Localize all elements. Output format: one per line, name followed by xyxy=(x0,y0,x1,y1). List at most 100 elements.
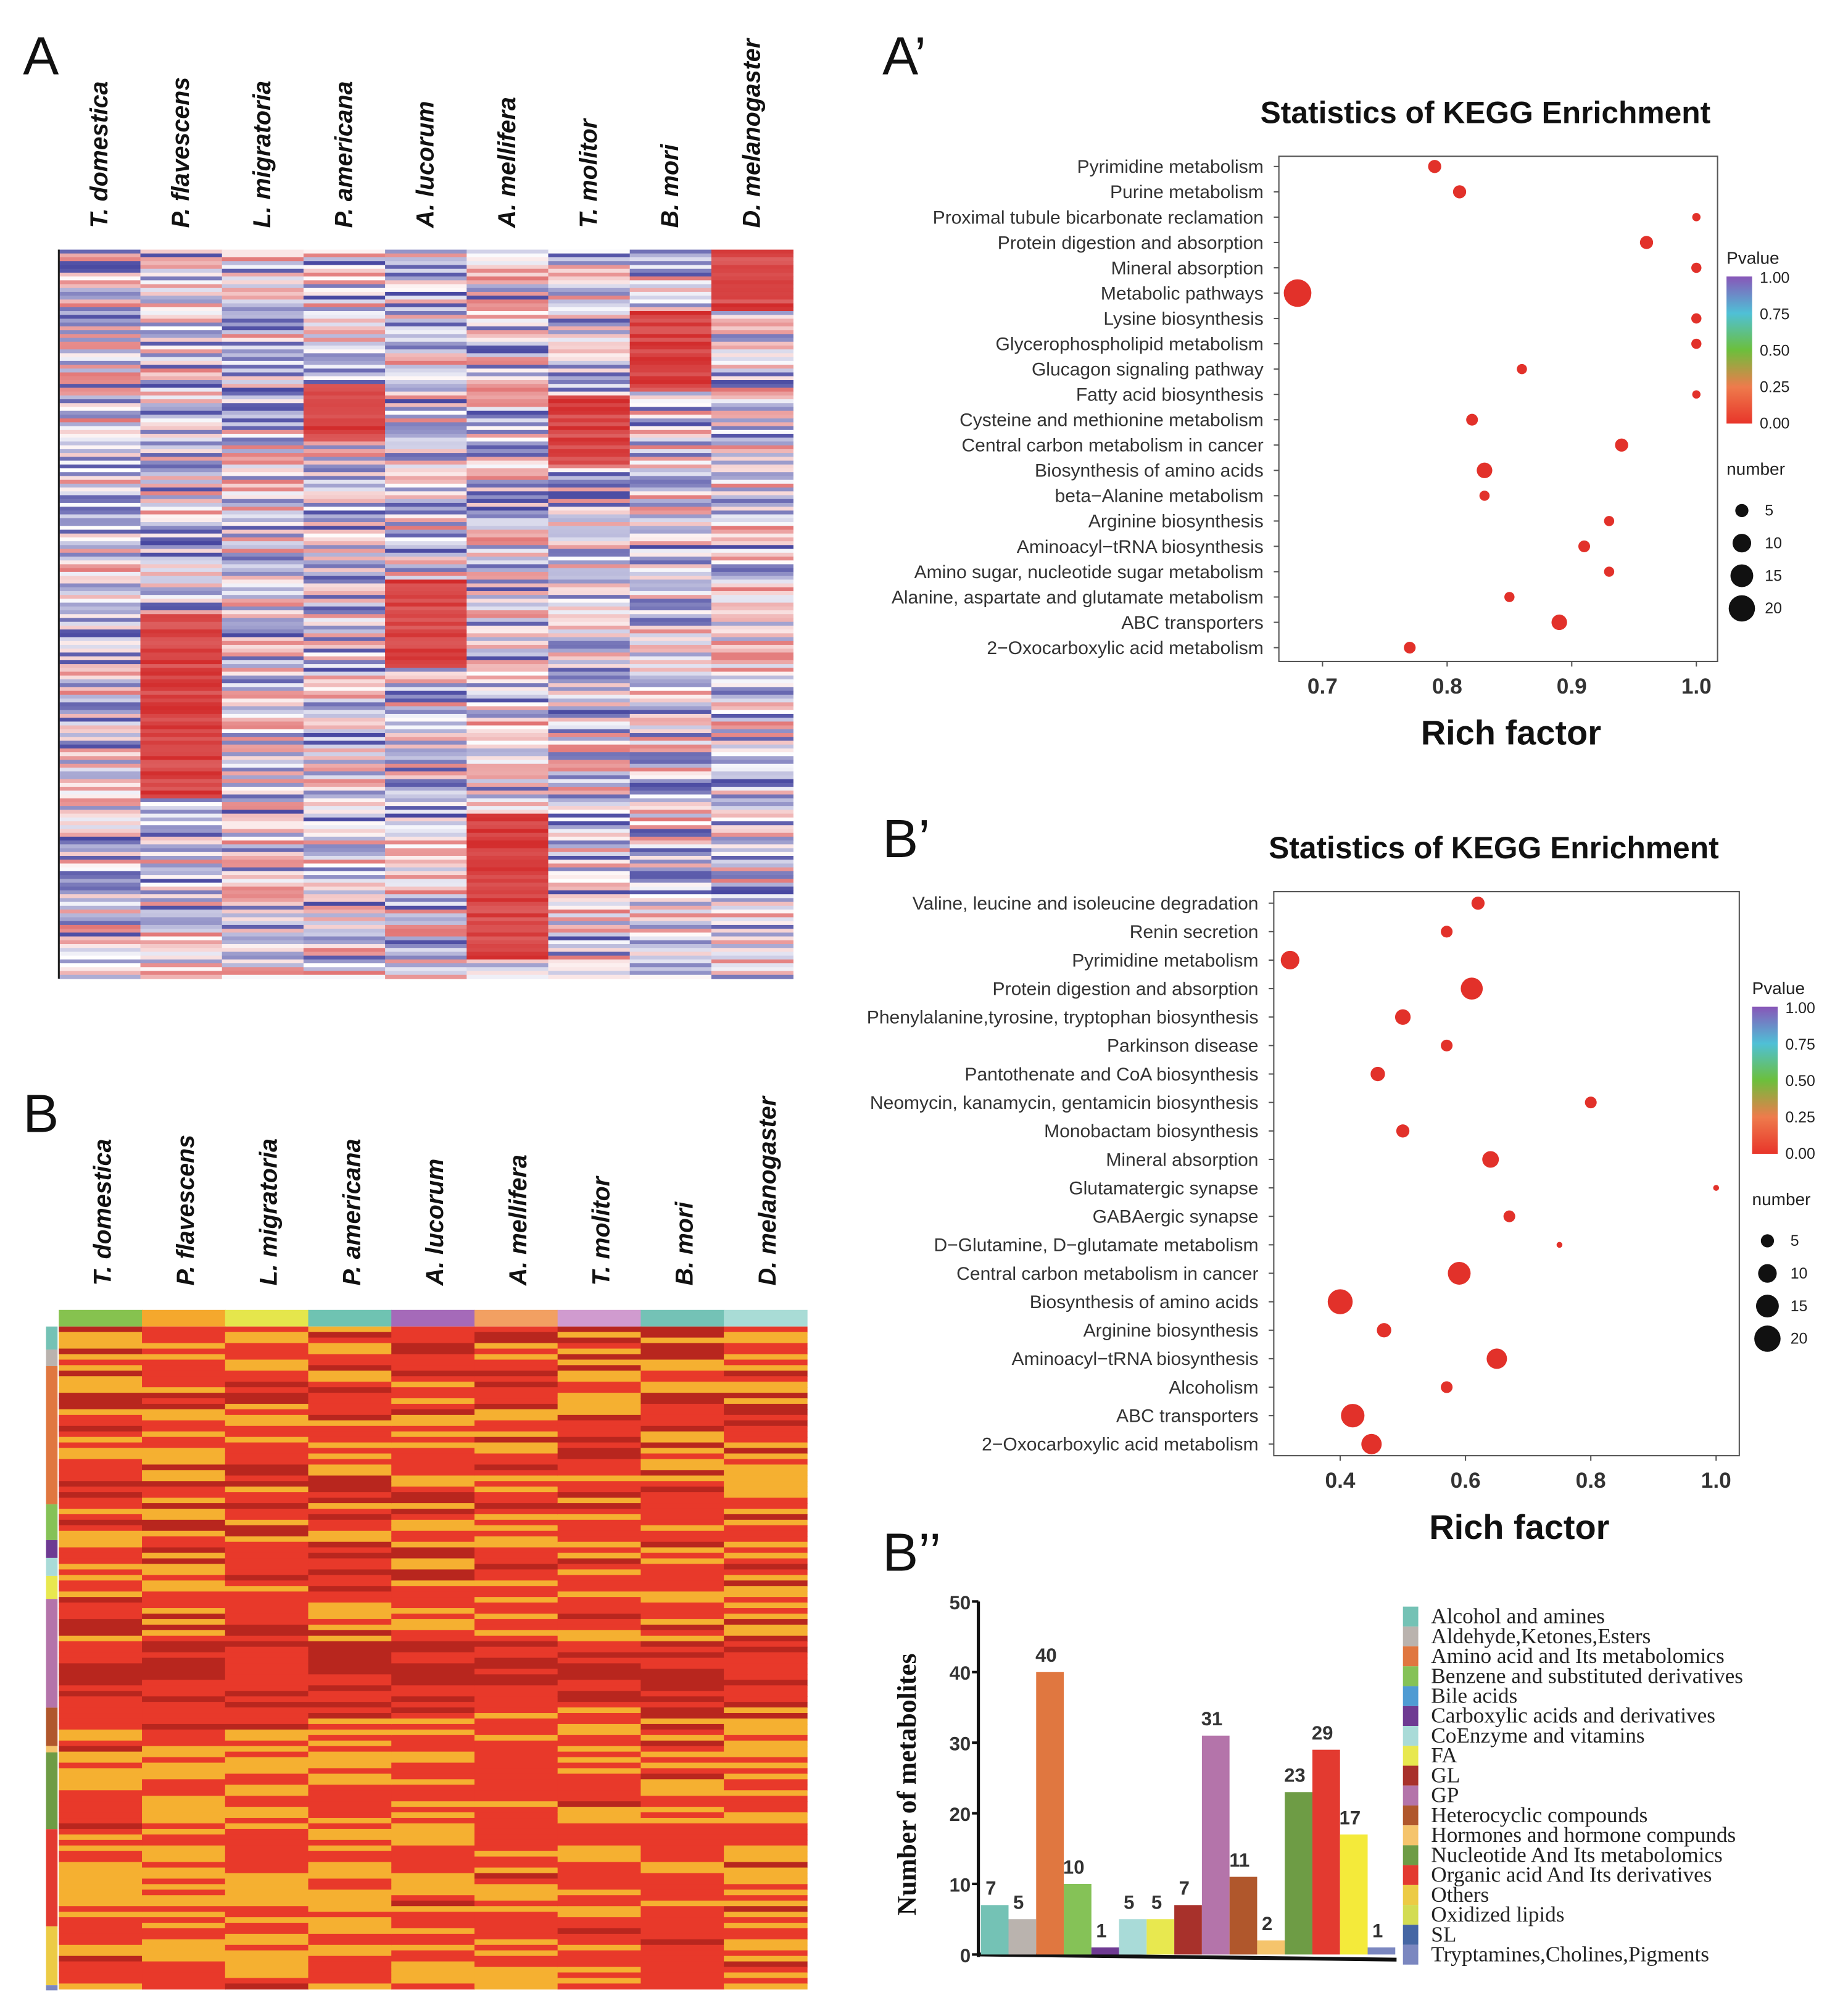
column-annotation xyxy=(391,1309,475,1327)
column-annotation xyxy=(640,1309,724,1327)
heatmap-cell xyxy=(59,457,141,462)
heatmap-cell xyxy=(222,733,304,738)
heatmap-cell xyxy=(140,583,223,588)
heatmap-b: T. domestica P. flavescens L. migratoria P.… xyxy=(46,1095,808,1991)
heatmap-cell xyxy=(140,602,223,607)
heatmap-cell xyxy=(308,1508,392,1515)
heatmap-cell xyxy=(724,1498,808,1504)
heatmap-cell xyxy=(385,437,468,442)
heatmap-cell xyxy=(140,276,223,281)
heatmap-cell xyxy=(466,855,549,861)
heatmap-cell xyxy=(303,671,386,676)
heatmap-cell xyxy=(385,944,468,949)
heatmap-cell xyxy=(629,591,712,596)
heatmap-cell xyxy=(557,1382,642,1388)
heatmap-cell xyxy=(225,1933,309,1940)
heatmap-cell xyxy=(59,649,141,653)
heatmap-cell xyxy=(222,602,304,607)
heatmap-cell xyxy=(474,1762,558,1769)
heatmap-cell xyxy=(308,1414,392,1421)
heatmap-cell xyxy=(391,1983,475,1990)
heatmap-cell xyxy=(225,1696,309,1702)
heatmap-cell xyxy=(303,702,386,707)
heatmap-cell xyxy=(391,1878,475,1885)
heatmap-cell xyxy=(303,464,386,469)
heatmap-cell xyxy=(629,660,712,665)
heatmap-cell xyxy=(466,963,549,968)
heatmap-cell xyxy=(548,560,631,565)
heatmap-cell xyxy=(548,740,631,745)
heatmap-cell xyxy=(142,1382,226,1388)
heatmap-cell xyxy=(548,391,631,396)
heatmap-cell xyxy=(59,955,141,960)
heatmap-cell xyxy=(222,533,304,538)
data-point xyxy=(1477,462,1493,478)
heatmap-cell xyxy=(557,1553,642,1559)
heatmap-cell xyxy=(303,932,386,937)
heatmap-cell xyxy=(711,760,793,765)
heatmap-cell xyxy=(142,1558,226,1565)
heatmap-cell xyxy=(466,771,549,776)
heatmap-cell xyxy=(557,1608,642,1614)
heatmap-cell xyxy=(59,671,141,676)
heatmap-cell xyxy=(548,863,631,868)
heatmap-cell xyxy=(640,1470,724,1477)
heatmap-cell xyxy=(640,1785,724,1791)
heatmap-cell xyxy=(391,1790,475,1797)
x-tick-label: 0.9 xyxy=(1557,674,1587,699)
heatmap-cell xyxy=(308,1878,392,1885)
heatmap-cell xyxy=(140,357,223,362)
heatmap-cell xyxy=(724,1514,808,1520)
heatmap-cell xyxy=(308,1553,392,1559)
heatmap-cell xyxy=(548,376,631,381)
heatmap-cell xyxy=(474,1635,558,1642)
heatmap-cell xyxy=(640,1663,724,1670)
y-category-label: Mineral absorption xyxy=(1106,1150,1258,1170)
heatmap-cell xyxy=(629,326,712,331)
heatmap-cell xyxy=(303,576,386,581)
heatmap-cell xyxy=(557,1691,642,1698)
heatmap-cell xyxy=(391,1762,475,1769)
heatmap-cell xyxy=(142,1785,226,1791)
heatmap-cell xyxy=(711,291,793,297)
heatmap-cell xyxy=(308,1475,392,1482)
species-label: B. mori xyxy=(671,1201,698,1286)
heatmap-cell xyxy=(303,479,386,484)
heatmap-cell xyxy=(724,1624,808,1631)
heatmap-cell xyxy=(303,756,386,761)
heatmap-cell xyxy=(548,917,631,922)
legend-swatch xyxy=(1403,1686,1419,1706)
heatmap-cell xyxy=(385,376,468,381)
heatmap-cell xyxy=(222,376,304,381)
heatmap-cell xyxy=(140,403,223,408)
data-point xyxy=(1482,1151,1499,1168)
heatmap-cell xyxy=(474,1586,558,1593)
heatmap-cell xyxy=(557,1751,642,1758)
heatmap-cell xyxy=(140,710,223,715)
heatmap-cell xyxy=(308,1856,392,1863)
heatmap-cell xyxy=(391,1839,475,1846)
heatmap-cell xyxy=(391,1624,475,1631)
heatmap-cell xyxy=(308,1613,392,1620)
heatmap-cell xyxy=(308,1575,392,1582)
data-point xyxy=(1639,236,1654,249)
heatmap-cell xyxy=(142,1773,226,1780)
heatmap-cell xyxy=(142,1657,226,1664)
heatmap-cell xyxy=(140,599,223,603)
heatmap-cell xyxy=(59,1961,143,1968)
heatmap-cell xyxy=(466,952,549,956)
heatmap-cell xyxy=(59,1818,143,1824)
heatmap-cell xyxy=(385,587,468,592)
heatmap-cell xyxy=(724,1376,808,1383)
heatmap-cell xyxy=(391,1702,475,1708)
heatmap-cell xyxy=(724,1519,808,1526)
heatmap-cell xyxy=(629,307,712,312)
heatmap-cell xyxy=(385,929,468,934)
heatmap-cell xyxy=(225,1779,309,1786)
heatmap-cell xyxy=(474,1718,558,1725)
heatmap-cell xyxy=(303,564,386,569)
heatmap-cell xyxy=(629,871,712,876)
heatmap-cell xyxy=(629,379,712,385)
heatmap-cell xyxy=(548,629,631,634)
heatmap-cell xyxy=(548,552,631,557)
